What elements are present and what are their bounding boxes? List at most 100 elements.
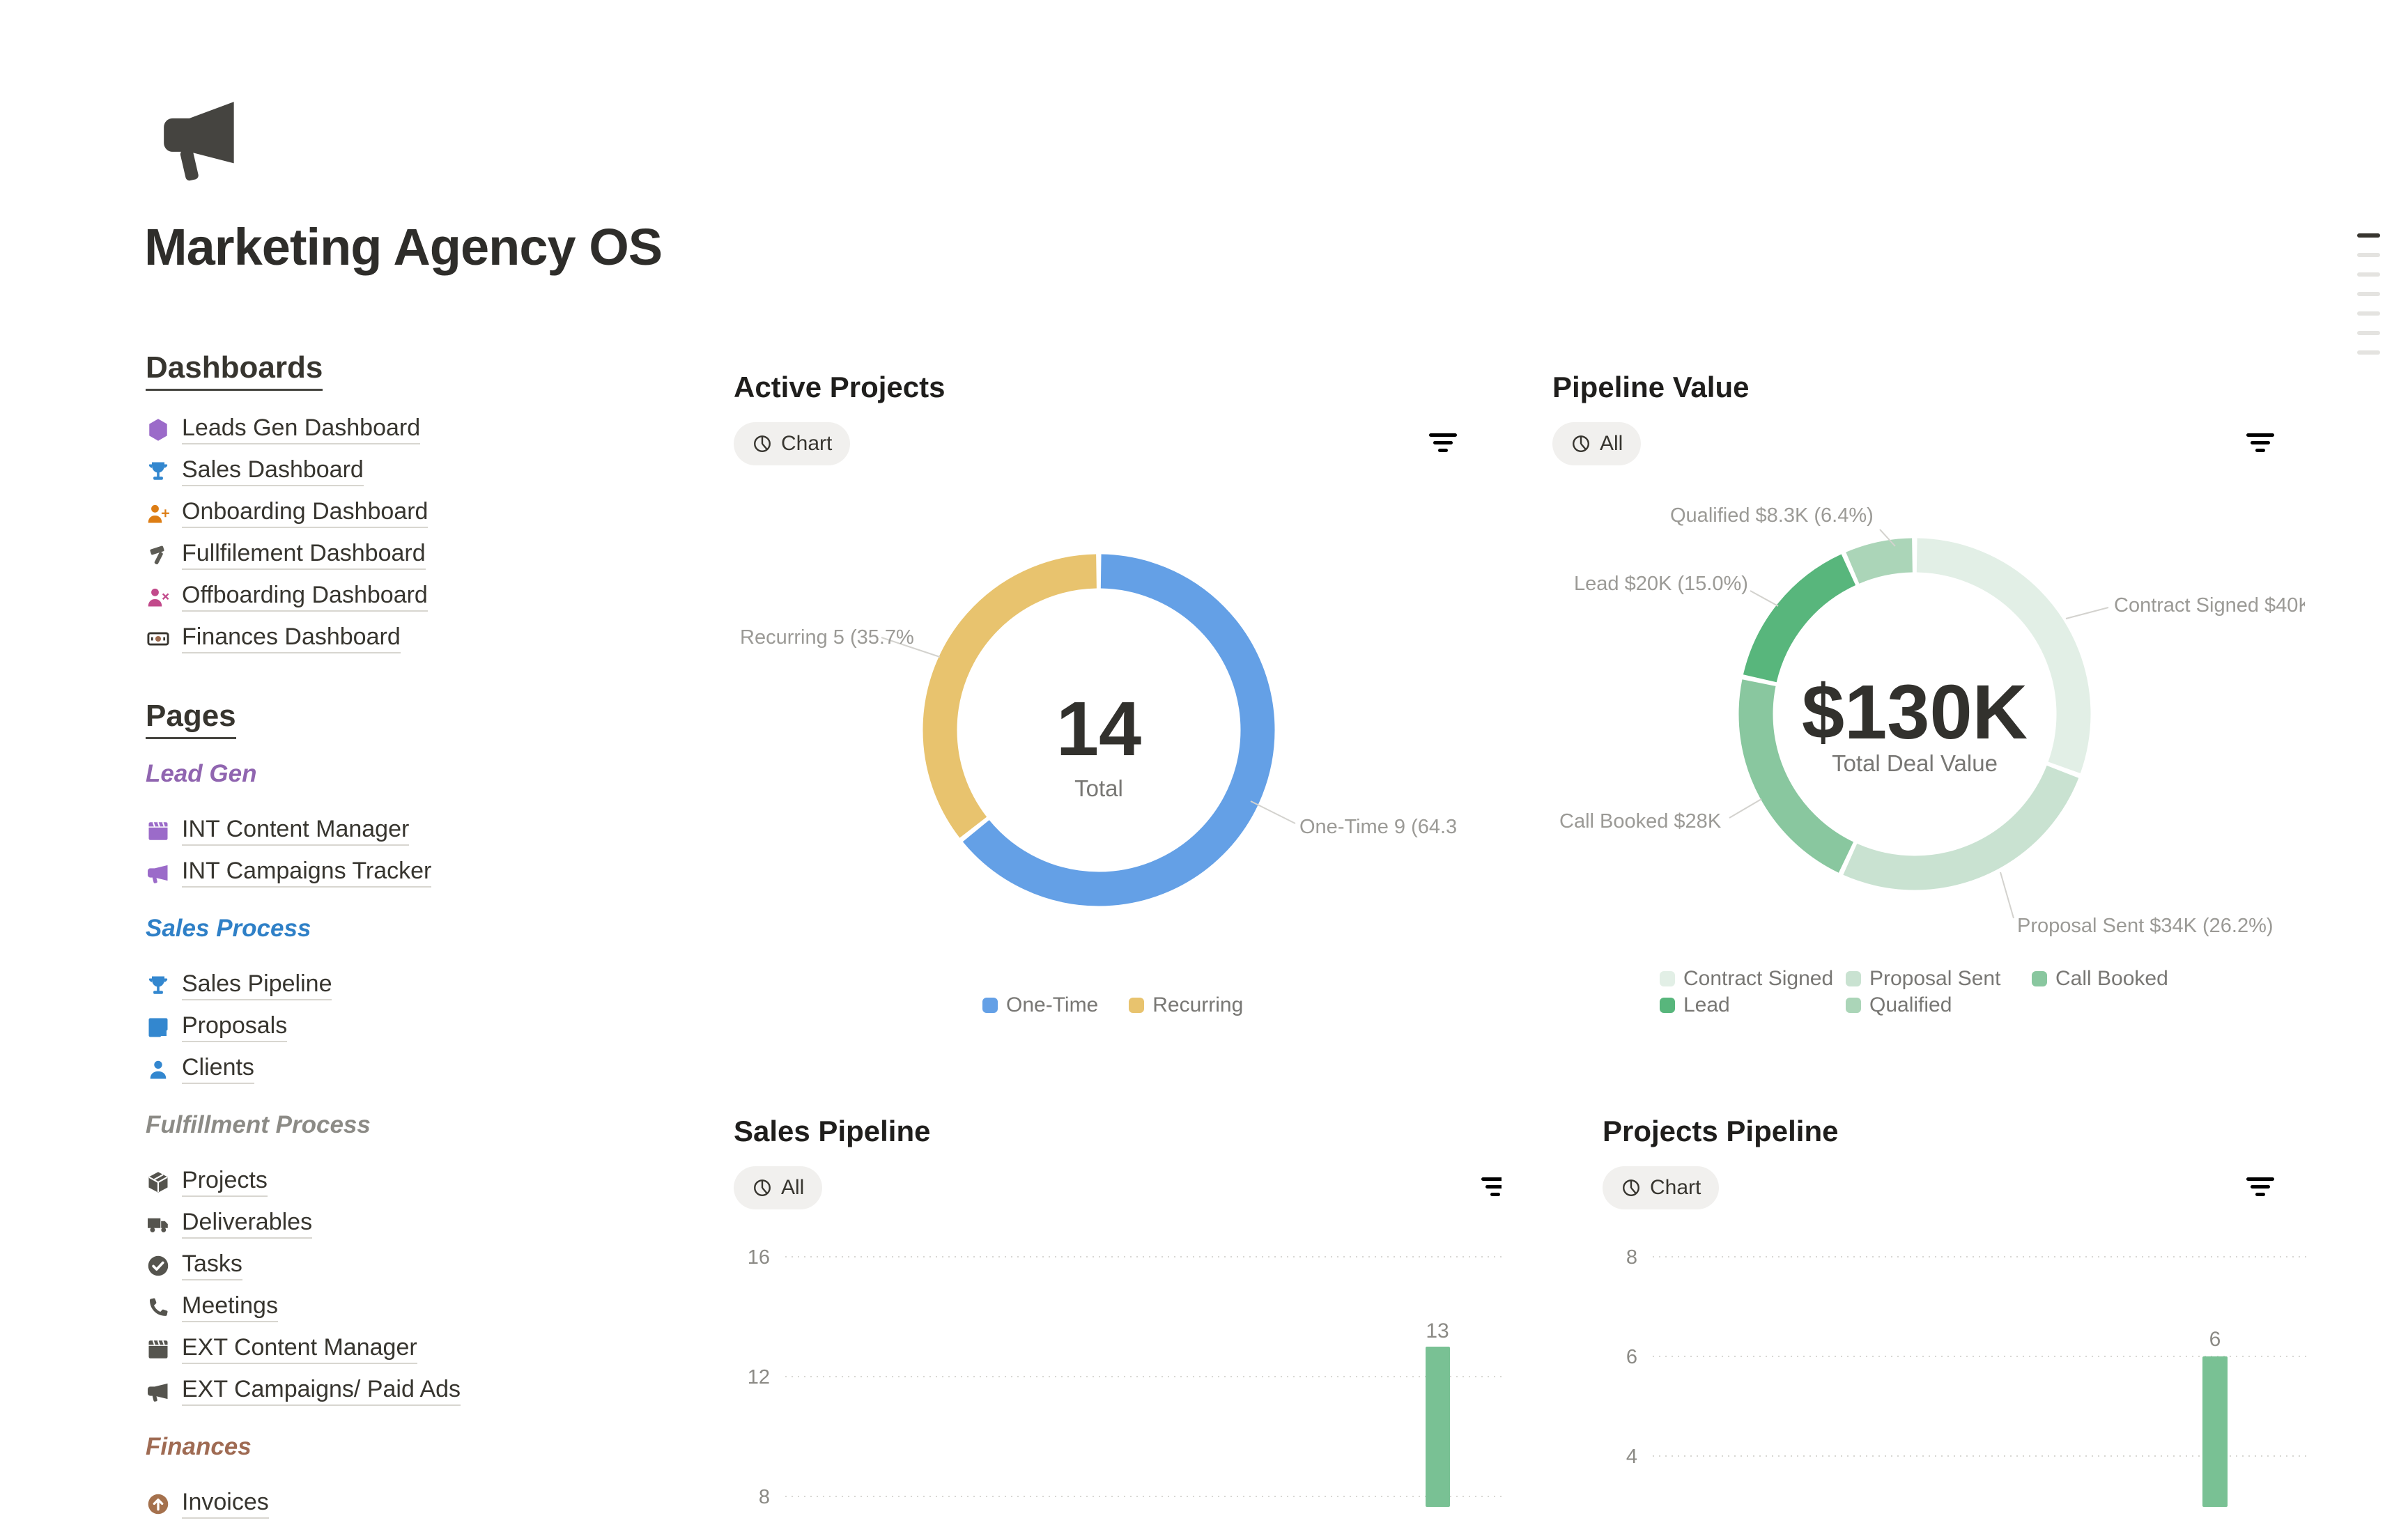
chart-title: Pipeline Value bbox=[1552, 371, 1750, 403]
sidebar-item-offboarding-dashboard[interactable]: Offboarding Dashboard bbox=[146, 576, 633, 618]
donut-callout-call-booked: Call Booked $28K bbox=[1559, 810, 1722, 833]
outline-mark-active[interactable] bbox=[2357, 233, 2380, 238]
sidebar-item-ext-campaigns-paid-ads[interactable]: EXT Campaigns/ Paid Ads bbox=[146, 1370, 633, 1412]
donut-chart: Recurring 5 (35.7% One-Time 9 (64.3 bbox=[740, 554, 1457, 906]
donut-segments[interactable] bbox=[923, 554, 1275, 906]
sidebar-item-finances-dashboard[interactable]: Finances Dashboard bbox=[146, 618, 633, 660]
donut-callout-proposal-sent: Proposal Sent $34K (26.2%) bbox=[2017, 915, 2274, 937]
legend-item-contract-signed: Contract Signed bbox=[1660, 967, 1846, 991]
pipeline-value-card: Pipeline Value All Qualified $8.3K (6.4%… bbox=[1552, 369, 2305, 1052]
sidebar-item-clients[interactable]: Clients bbox=[146, 1048, 633, 1090]
donut-segment-contract-signed[interactable] bbox=[1738, 538, 2091, 890]
megaphone-icon bbox=[164, 102, 234, 181]
sidebar-item-onboarding-dashboard[interactable]: Onboarding Dashboard bbox=[146, 493, 633, 534]
sidebar-item-label: Onboarding Dashboard bbox=[182, 498, 429, 529]
sidebar-item-sales-dashboard[interactable]: Sales Dashboard bbox=[146, 451, 633, 493]
legend-item-one-time: One-Time bbox=[982, 993, 1098, 1017]
sidebar-item-label: Leads Gen Dashboard bbox=[182, 415, 421, 445]
donut-segments[interactable] bbox=[1738, 538, 2091, 890]
y-tick: 6 bbox=[1626, 1346, 1637, 1368]
sidebar-item-projects[interactable]: Projects bbox=[146, 1161, 633, 1203]
phone-icon bbox=[150, 1298, 168, 1316]
sidebar-item-label: Clients bbox=[182, 1054, 254, 1085]
bar[interactable] bbox=[1426, 1347, 1450, 1507]
megaphone-icon bbox=[148, 1383, 168, 1402]
sidebar-item-tasks[interactable]: Tasks bbox=[146, 1245, 633, 1287]
donut-segment-proposal-sent[interactable] bbox=[1738, 538, 2091, 890]
donut-segment-one-time[interactable] bbox=[923, 554, 1275, 906]
y-tick: 4 bbox=[1626, 1446, 1637, 1468]
sidebar-item-label: Projects bbox=[182, 1167, 268, 1198]
sidebar-item-label: Sales Pipeline bbox=[182, 970, 332, 1001]
banknote-icon bbox=[147, 632, 169, 646]
sales-pipeline-card: Sales Pipeline All 16 12 8 13 bbox=[734, 1113, 1502, 1507]
y-tick: 8 bbox=[1626, 1246, 1637, 1269]
donut-total-value: $130K bbox=[1801, 669, 2028, 755]
legend-swatch bbox=[1660, 971, 1675, 986]
chart-title: Projects Pipeline bbox=[1603, 1115, 1839, 1147]
page-outline[interactable] bbox=[2357, 233, 2385, 370]
legend-item-proposal-sent: Proposal Sent bbox=[1846, 967, 2032, 991]
donut-callout-qualified: Qualified $8.3K (6.4%) bbox=[1670, 504, 1874, 527]
outline-mark[interactable] bbox=[2357, 292, 2380, 296]
sidebar-item-invoices[interactable]: Invoices bbox=[146, 1483, 633, 1525]
megaphone-icon bbox=[148, 865, 168, 884]
outline-mark[interactable] bbox=[2357, 331, 2380, 335]
donut-segment-recurring[interactable] bbox=[923, 554, 1275, 906]
lead-gen-list: INT Content Manager INT Campaigns Tracke… bbox=[146, 810, 633, 894]
chart-view-chip[interactable]: All bbox=[1552, 422, 1642, 465]
group-title-finances: Finances bbox=[146, 1433, 252, 1460]
outline-mark[interactable] bbox=[2357, 311, 2380, 316]
donut-callout-lead: Lead $20K (15.0%) bbox=[1574, 573, 1748, 595]
y-tick: 12 bbox=[748, 1366, 770, 1388]
finances-list: Invoices bbox=[146, 1483, 633, 1525]
outline-mark[interactable] bbox=[2357, 350, 2380, 355]
sidebar-item-fulfilement-dashboard[interactable]: Fullfilement Dashboard bbox=[146, 534, 633, 576]
leader-line bbox=[1879, 529, 1896, 547]
donut-segment-call-booked[interactable] bbox=[1738, 538, 2091, 890]
trophy-icon bbox=[148, 976, 168, 994]
legend-swatch bbox=[982, 998, 998, 1013]
chart-title: Active Projects bbox=[734, 371, 946, 403]
sidebar-item-meetings[interactable]: Meetings bbox=[146, 1287, 633, 1329]
sidebar-item-label: Offboarding Dashboard bbox=[182, 582, 428, 612]
sidebar-item-leads-gen-dashboard[interactable]: Leads Gen Dashboard bbox=[146, 409, 633, 451]
donut-callout-contract-signed: Contract Signed $40K bbox=[2114, 594, 2305, 617]
legend-item-call-booked: Call Booked bbox=[2032, 967, 2218, 991]
sidebar-item-ext-content-manager[interactable]: EXT Content Manager bbox=[146, 1329, 633, 1370]
chip-label: Chart bbox=[1650, 1176, 1701, 1199]
sidebar-item-int-campaigns-tracker[interactable]: INT Campaigns Tracker bbox=[146, 852, 633, 894]
user-plus-icon bbox=[148, 504, 169, 523]
group-title-fulfillment-process: Fulfillment Process bbox=[146, 1111, 371, 1138]
chart-view-chip[interactable]: All bbox=[734, 1166, 823, 1209]
chip-label: Chart bbox=[781, 432, 833, 455]
sidebar-item-proposals[interactable]: Proposals bbox=[146, 1007, 633, 1048]
legend-item-lead: Lead bbox=[1660, 993, 1846, 1017]
trophy-icon bbox=[148, 462, 168, 480]
outline-mark[interactable] bbox=[2357, 253, 2380, 257]
donut-total-caption: Total bbox=[1074, 775, 1123, 801]
outline-mark[interactable] bbox=[2357, 272, 2380, 277]
sidebar-item-label: Finances Dashboard bbox=[182, 624, 401, 654]
sidebar-item-label: Proposals bbox=[182, 1012, 288, 1043]
sidebar-item-label: INT Campaigns Tracker bbox=[182, 858, 432, 888]
chart-view-chip[interactable]: Chart bbox=[734, 422, 851, 465]
sidebar-item-sales-pipeline[interactable]: Sales Pipeline bbox=[146, 965, 633, 1007]
sidebar-item-label: EXT Content Manager bbox=[182, 1334, 417, 1365]
chart-view-chip[interactable]: Chart bbox=[1603, 1166, 1720, 1209]
bar[interactable] bbox=[2202, 1356, 2228, 1507]
donut-total-value: 14 bbox=[1056, 686, 1142, 772]
sidebar-item-label: Invoices bbox=[182, 1489, 269, 1519]
chart-legend: Contract Signed Proposal Sent Call Booke… bbox=[1660, 966, 2218, 1019]
sidebar-item-deliverables[interactable]: Deliverables bbox=[146, 1203, 633, 1245]
sidebar-item-label: EXT Campaigns/ Paid Ads bbox=[182, 1376, 461, 1407]
sidebar-item-int-content-manager[interactable]: INT Content Manager bbox=[146, 810, 633, 852]
sidebar-heading-pages: Pages bbox=[146, 699, 236, 739]
bar-value-label: 13 bbox=[1426, 1319, 1449, 1342]
legend-swatch bbox=[2032, 971, 2047, 986]
sidebar-item-label: Tasks bbox=[182, 1251, 242, 1281]
sales-process-list: Sales Pipeline Proposals Clients bbox=[146, 965, 633, 1090]
donut-callout-recurring: Recurring 5 (35.7% bbox=[740, 626, 914, 649]
chip-label: All bbox=[781, 1176, 805, 1199]
leader-line bbox=[881, 637, 941, 658]
